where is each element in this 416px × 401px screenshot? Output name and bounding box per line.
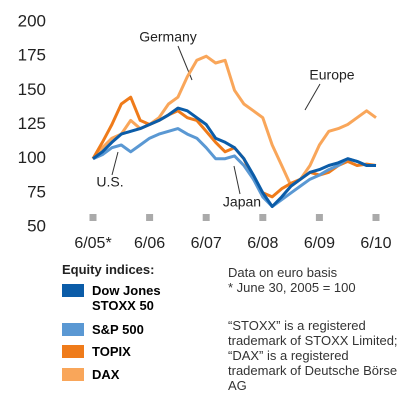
leader-line bbox=[111, 151, 119, 176]
y-tick-label: 50 bbox=[27, 216, 46, 235]
annotation: Japan bbox=[223, 194, 261, 210]
legend-swatch bbox=[62, 345, 84, 358]
annotation: U.S. bbox=[96, 174, 123, 190]
annotation: Europe bbox=[309, 67, 354, 83]
note: * June 30, 2005 = 100 bbox=[228, 280, 356, 295]
x-tick bbox=[315, 214, 323, 221]
leader-line bbox=[233, 165, 241, 195]
legend-label: TOPIX bbox=[92, 344, 131, 359]
footnote: “STOXX” is a registered trademark of STO… bbox=[228, 318, 398, 393]
y-tick-label: 125 bbox=[18, 114, 46, 133]
y-tick-label: 75 bbox=[27, 182, 46, 201]
x-tick-label: 6/06 bbox=[134, 235, 165, 250]
line bbox=[92, 106, 376, 208]
x-tick bbox=[259, 214, 267, 221]
x-tick bbox=[202, 214, 210, 221]
legend-swatch bbox=[62, 284, 84, 297]
y-tick-label: 175 bbox=[18, 46, 46, 65]
legend-label: S&P 500 bbox=[92, 322, 144, 337]
x-tick bbox=[372, 214, 380, 221]
legend-swatch bbox=[62, 368, 84, 381]
y-tick-label: 100 bbox=[18, 148, 46, 167]
x-tick-label: 6/08 bbox=[247, 235, 278, 250]
y-tick-label: 150 bbox=[18, 80, 46, 99]
x-tick-label: 6/09 bbox=[304, 235, 335, 250]
x-tick bbox=[89, 214, 97, 221]
note: Data on euro basis bbox=[228, 265, 338, 280]
legend-title: Equity indices: bbox=[62, 262, 155, 277]
x-tick-label: 6/10 bbox=[360, 235, 391, 250]
annotation: Germany bbox=[139, 29, 197, 45]
plot: 50 75 100 125 150 175 200 6/05* 6/06 6/07 6/08 6/09… bbox=[18, 11, 392, 250]
legend-label: Dow Jones STOXX 50 bbox=[92, 283, 161, 313]
legend-label: DAX bbox=[92, 367, 120, 382]
legend-swatch bbox=[62, 323, 84, 336]
x-tick-label: 6/05* bbox=[74, 235, 111, 250]
x-tick bbox=[146, 214, 154, 221]
x-tick-label: 6/07 bbox=[191, 235, 222, 250]
y-tick-label: 200 bbox=[18, 11, 46, 30]
leader-line bbox=[304, 83, 321, 111]
line bbox=[92, 127, 376, 208]
